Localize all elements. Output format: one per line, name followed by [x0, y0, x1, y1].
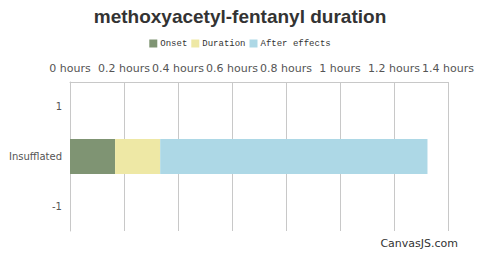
svg-text:Insufflated: Insufflated — [9, 151, 62, 162]
svg-text:1.2 hours: 1.2 hours — [368, 62, 420, 75]
svg-text:0 hours: 0 hours — [49, 62, 91, 75]
svg-text:0.8 hours: 0.8 hours — [260, 62, 312, 75]
svg-text:-1: -1 — [52, 201, 62, 212]
svg-text:0.6 hours: 0.6 hours — [206, 62, 258, 75]
svg-text:1 hours: 1 hours — [319, 62, 361, 75]
svg-text:1.4 hours: 1.4 hours — [422, 62, 474, 75]
svg-text:CanvasJS.com: CanvasJS.com — [380, 237, 458, 250]
svg-text:Onset: Onset — [160, 39, 187, 49]
svg-text:After effects: After effects — [261, 39, 331, 49]
svg-text:Duration: Duration — [202, 39, 245, 49]
svg-text:1: 1 — [56, 101, 62, 112]
svg-text:methoxyacetyl-fentanyl duratio: methoxyacetyl-fentanyl duration — [94, 6, 386, 27]
svg-text:0.4 hours: 0.4 hours — [152, 62, 204, 75]
svg-text:0.2 hours: 0.2 hours — [98, 62, 150, 75]
